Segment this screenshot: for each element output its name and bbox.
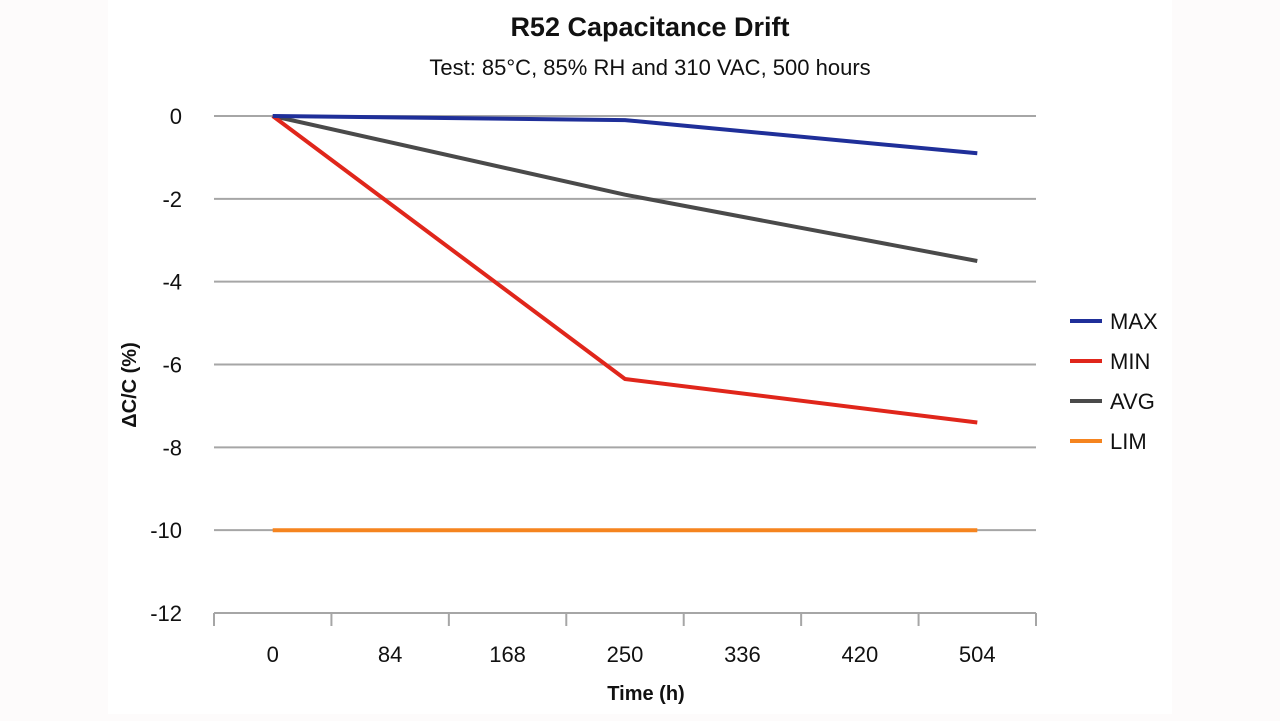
legend-label: MIN [1110, 349, 1150, 374]
series-line-max [272, 114, 978, 156]
series-line-min [271, 114, 978, 425]
y-tick-label: -6 [162, 353, 182, 378]
x-tick-label: 84 [378, 642, 402, 667]
legend-label: AVG [1110, 389, 1155, 414]
x-tick-label: 0 [267, 642, 279, 667]
legend-item-avg: AVG [1070, 389, 1155, 414]
chart-subtitle: Test: 85°C, 85% RH and 310 VAC, 500 hour… [429, 55, 870, 80]
legend-item-lim: LIM [1070, 429, 1147, 454]
x-axis: 0 84 168 250 336 420 504 [213, 612, 1037, 667]
x-tick-label: 250 [607, 642, 644, 667]
y-tick-label: -8 [162, 435, 182, 460]
y-tick-label: 0 [170, 104, 182, 129]
legend-item-max: MAX [1070, 309, 1158, 334]
x-tick-label: 420 [841, 642, 878, 667]
chart-card: R52 Capacitance Drift Test: 85°C, 85% RH… [108, 0, 1172, 714]
legend-label: MAX [1110, 309, 1158, 334]
x-tick-label: 336 [724, 642, 761, 667]
gridlines [214, 115, 1036, 532]
y-tick-label: -10 [150, 518, 182, 543]
x-axis-label: Time (h) [607, 683, 684, 705]
legend-label: LIM [1110, 429, 1147, 454]
series-lines [271, 114, 978, 533]
legend-item-min: MIN [1070, 349, 1150, 374]
y-tick-label: -12 [150, 601, 182, 626]
series-line-avg [272, 114, 978, 263]
y-axis-label: ΔC/C (%) [119, 342, 141, 427]
y-tick-label: -2 [162, 187, 182, 212]
x-tick-label: 504 [959, 642, 996, 667]
x-tick-label: 168 [489, 642, 526, 667]
legend: MAX MIN AVG LIM [1070, 309, 1158, 454]
y-tick-label: -4 [162, 270, 182, 295]
chart: R52 Capacitance Drift Test: 85°C, 85% RH… [119, 12, 1158, 705]
chart-title: R52 Capacitance Drift [510, 12, 789, 42]
y-axis-ticks: 0 -2 -4 -6 -8 -10 -12 [150, 104, 182, 626]
